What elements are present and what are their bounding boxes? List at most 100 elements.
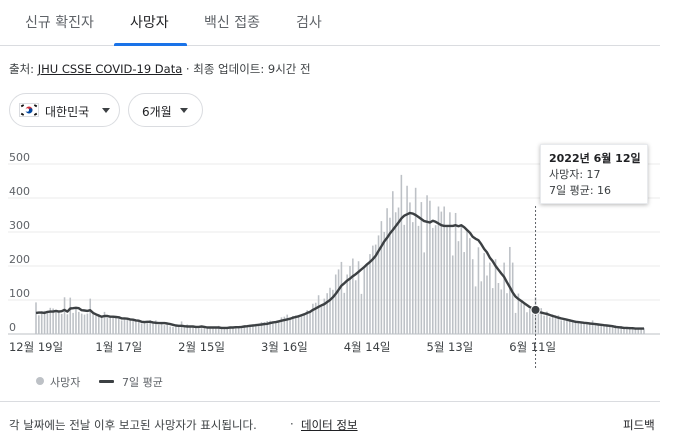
- bar: [543, 315, 545, 334]
- x-tick-label: 2월 15일: [178, 340, 225, 354]
- bar: [374, 244, 377, 334]
- bar: [372, 245, 374, 334]
- bar: [454, 212, 457, 334]
- data-info-link[interactable]: 데이터 정보: [301, 418, 358, 432]
- bar: [83, 314, 86, 334]
- bar: [500, 289, 503, 334]
- bar: [357, 261, 360, 334]
- bar: [157, 324, 160, 334]
- footer-separator: ·: [290, 417, 294, 431]
- bar: [623, 328, 625, 334]
- bar: [129, 320, 131, 334]
- bar: [451, 255, 454, 334]
- bar: [354, 280, 357, 334]
- bar: [343, 292, 346, 334]
- bar: [43, 310, 46, 334]
- bar: [286, 314, 288, 334]
- bar: [594, 323, 597, 334]
- chart-tooltip: 2022년 6월 12일 사망자: 17 7일 평균: 16: [540, 144, 648, 204]
- bar: [531, 307, 534, 334]
- bar: [352, 258, 354, 334]
- bar: [626, 328, 628, 334]
- bar: [200, 328, 203, 334]
- bar: [597, 323, 600, 334]
- bar: [189, 326, 191, 334]
- bar: [474, 286, 477, 334]
- bar: [494, 259, 497, 334]
- bar: [112, 317, 114, 334]
- bar: [329, 287, 331, 334]
- bar: [235, 327, 237, 334]
- period-dropdown[interactable]: 6개월: [128, 93, 203, 127]
- tab-deaths[interactable]: 사망자: [130, 15, 169, 31]
- bar: [551, 314, 554, 334]
- bar: [417, 225, 420, 334]
- bar: [223, 327, 226, 334]
- bar: [366, 264, 368, 334]
- bar: [469, 238, 471, 334]
- bar: [229, 327, 231, 334]
- tab-new-cases[interactable]: 신규 확진자: [25, 15, 94, 31]
- bar: [600, 325, 602, 334]
- last-updated: · 최종 업데이트: 9시간 전: [185, 62, 311, 76]
- region-dropdown[interactable]: 대한민국: [9, 93, 120, 127]
- metric-tab-bar: 신규 확진자 사망자 백신 접종 검사: [0, 0, 660, 46]
- x-tick-label: 1월 17일: [95, 340, 142, 354]
- bar: [314, 302, 317, 334]
- bar: [634, 328, 637, 334]
- bar: [95, 315, 97, 334]
- bar: [180, 321, 183, 334]
- bar: [163, 325, 166, 334]
- bar: [40, 311, 43, 334]
- bar: [149, 320, 151, 334]
- bar: [434, 225, 437, 334]
- bar: [226, 328, 229, 334]
- bar: [337, 269, 340, 334]
- bar: [586, 323, 588, 334]
- bar: [289, 319, 291, 334]
- deaths-chart[interactable]: 0 100 200 300 400 500 12월 19일 1월 17일 2월 15일 3월 16…: [0, 130, 684, 370]
- source-link[interactable]: JHU CSSE COVID-19 Data: [37, 62, 183, 76]
- chevron-down-icon: [180, 108, 188, 113]
- bar: [397, 207, 400, 334]
- bar: [334, 274, 337, 334]
- x-tick-label: 6월 11일: [509, 340, 556, 354]
- chevron-down-icon: [102, 108, 110, 113]
- bar: [35, 302, 37, 334]
- feedback-link[interactable]: 피드백: [623, 418, 655, 432]
- tab-tests[interactable]: 검사: [296, 15, 322, 31]
- bar: [115, 318, 117, 334]
- bar: [78, 311, 80, 334]
- x-tick-label: 12월 19일: [9, 340, 63, 354]
- bar: [349, 266, 351, 334]
- bar: [443, 206, 445, 334]
- bar: [400, 174, 403, 334]
- bar: [249, 324, 251, 334]
- bar: [323, 298, 326, 334]
- bar: [49, 307, 52, 334]
- bar: [406, 185, 408, 334]
- bar: [152, 322, 154, 334]
- bar: [146, 323, 149, 334]
- bar: [309, 312, 311, 334]
- bar: [414, 187, 417, 334]
- x-tick-label: 3월 16일: [261, 340, 308, 354]
- bar: [277, 320, 280, 334]
- bar: [280, 317, 283, 334]
- bar: [80, 313, 83, 334]
- bar: [437, 206, 440, 334]
- bar: [377, 235, 380, 334]
- y-tick-label: 0: [9, 321, 16, 334]
- period-value: 6개월: [142, 105, 172, 119]
- bar: [608, 325, 611, 334]
- bar: [240, 327, 243, 334]
- bar: [409, 202, 411, 334]
- bar: [628, 326, 631, 334]
- bar: [446, 225, 448, 334]
- tab-vaccinations[interactable]: 백신 접종: [204, 15, 260, 31]
- bar: [429, 200, 431, 334]
- bar: [217, 325, 220, 334]
- bar: [294, 315, 297, 334]
- bar: [274, 322, 277, 334]
- bar: [614, 325, 617, 334]
